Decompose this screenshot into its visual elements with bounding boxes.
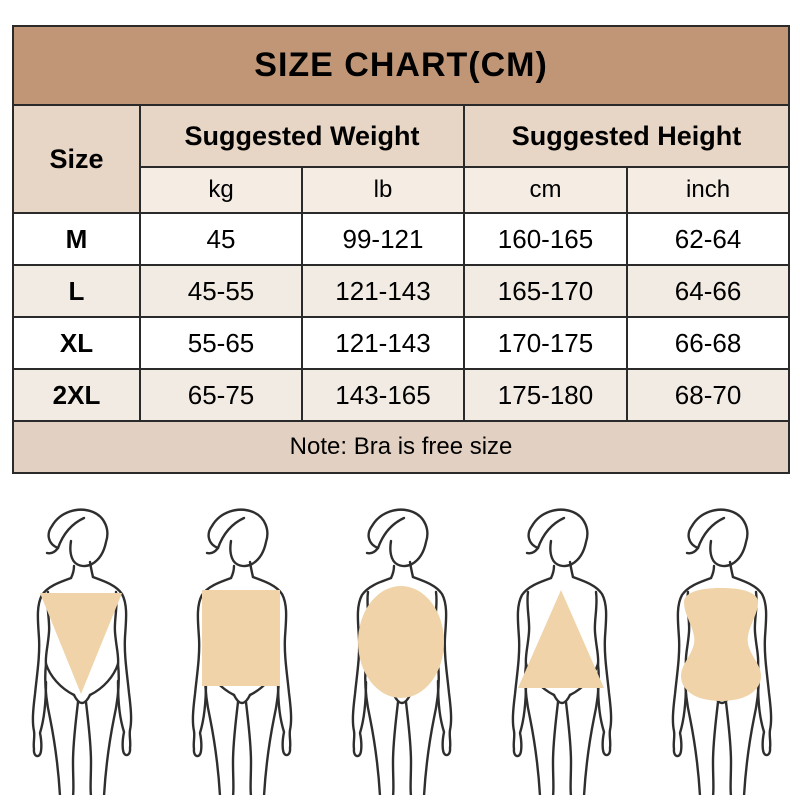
inch-value: 64-66 — [625, 264, 791, 318]
triangle-shape-icon — [518, 590, 604, 688]
unit-header-inch: inch — [625, 166, 791, 214]
table-row-2xl: 2XL 65-75 143-165 175-180 68-70 — [12, 368, 791, 422]
woman-outline-icon — [511, 508, 613, 795]
hourglass-shape-icon — [680, 588, 762, 701]
lb-value: 121-143 — [301, 316, 465, 370]
lb-value: 143-165 — [301, 368, 465, 422]
inverted-triangle-shape-icon — [40, 593, 122, 694]
column-header-suggested-weight: Suggested Weight — [139, 104, 465, 168]
unit-header-kg: kg — [139, 166, 303, 214]
figure-rectangle — [160, 500, 320, 795]
kg-value: 45-55 — [139, 264, 303, 318]
figure-oval — [320, 500, 480, 795]
page-title: SIZE CHART(CM) — [11, 25, 791, 106]
woman-outline-icon — [351, 508, 453, 795]
table-row-l: L 45-55 121-143 165-170 64-66 — [12, 264, 791, 318]
lb-value: 99-121 — [301, 212, 465, 266]
size-chart-table: SIZE CHART(CM) Size Suggested Weight Sug… — [11, 25, 791, 474]
body-shape-figures — [0, 500, 800, 795]
woman-outline-icon — [191, 508, 293, 795]
woman-outline-icon — [671, 508, 773, 795]
inch-value: 62-64 — [625, 212, 791, 266]
group-header-row: Size Suggested Weight Suggested Height — [12, 104, 791, 214]
inch-value: 68-70 — [625, 368, 791, 422]
note-text: Note: Bra is free size — [11, 420, 791, 474]
column-header-suggested-height: Suggested Height — [462, 104, 791, 168]
unit-header-lb: lb — [301, 166, 465, 214]
kg-value: 45 — [139, 212, 303, 266]
inch-value: 66-68 — [625, 316, 791, 370]
lb-value: 121-143 — [301, 264, 465, 318]
kg-value: 65-75 — [139, 368, 303, 422]
size-value: 2XL — [12, 368, 141, 422]
figure-triangle — [480, 500, 640, 795]
size-value: L — [12, 264, 141, 318]
unit-header-row: kg lb cm inch — [13, 166, 791, 214]
size-value: XL — [12, 316, 141, 370]
oval-shape-icon — [358, 586, 444, 698]
rectangle-shape-icon — [202, 590, 280, 686]
unit-header-cm: cm — [463, 166, 628, 214]
cm-value: 170-175 — [463, 316, 628, 370]
woman-outline-icon — [31, 508, 133, 795]
size-value: M — [12, 212, 141, 266]
cm-value: 175-180 — [463, 368, 628, 422]
figure-inverted-triangle — [0, 500, 160, 795]
kg-value: 55-65 — [139, 316, 303, 370]
title-row: SIZE CHART(CM) — [11, 25, 791, 106]
cm-value: 165-170 — [463, 264, 628, 318]
table-row-m: M 45 99-121 160-165 62-64 — [12, 212, 791, 266]
table-row-xl: XL 55-65 121-143 170-175 66-68 — [12, 316, 791, 370]
note-row: Note: Bra is free size — [11, 420, 791, 474]
column-header-size: Size — [12, 104, 141, 214]
figure-hourglass — [640, 500, 800, 795]
cm-value: 160-165 — [463, 212, 628, 266]
